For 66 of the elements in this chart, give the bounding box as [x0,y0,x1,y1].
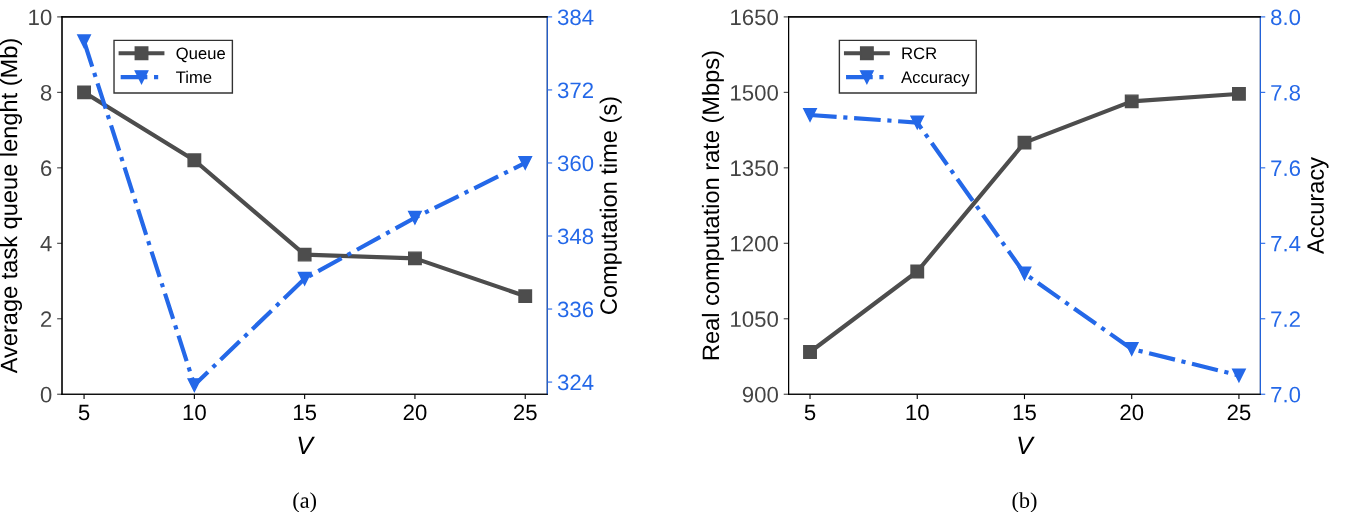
point [297,271,312,286]
point [187,153,202,168]
x-tick-label: 15 [293,404,317,421]
x-tick-label: 10 [183,404,206,421]
y2-tick-label: 7.0 [1271,386,1301,403]
point [1017,266,1032,281]
x-tick-label: 10 [906,404,929,421]
y2-tick-label: 7.2 [1271,311,1300,327]
y-tick-label: 2 [41,311,52,327]
point [1231,368,1246,383]
y-tick-label: 6 [41,160,52,177]
y-tick-label: 900 [742,386,778,403]
point [803,345,817,359]
y-tick-label: 0 [40,386,52,403]
legend-label: Queue [176,47,225,63]
x-tick-label: 25 [513,404,537,421]
point [407,251,422,266]
y-tick-label: 1050 [731,311,778,328]
y2-tick-label: 336 [557,301,594,318]
y-axis-title: Real computation rate (Mbps) [701,51,724,360]
y-tick-label: 8 [40,84,52,101]
y-tick-label: 1500 [731,84,778,101]
x-tick-label: 20 [403,404,427,421]
point [518,156,533,170]
y2-tick-label: 360 [557,155,594,172]
point [1017,135,1032,150]
x-axis-title: V [1018,436,1035,454]
y-tick-label: 1350 [731,160,778,177]
x-tick-label: 20 [1120,404,1144,421]
x-tick-label: 15 [1013,404,1036,421]
y2-tick-label: 7.8 [1271,84,1301,101]
point [187,378,202,393]
point [518,289,533,304]
point [297,247,312,262]
point [910,264,925,279]
y2-tick-label: 384 [557,9,594,26]
point [77,85,92,100]
y2-tick-label: 7.6 [1271,160,1301,177]
legend-label: Accuracy [901,71,970,87]
y2-tick-label: 8.0 [1271,9,1301,26]
x-tick-label: 5 [804,404,816,421]
y2-tick-label: 7.4 [1271,236,1301,252]
y-axis-title: Average task queue lenght (Mb) [0,39,23,374]
y-tick-label: 1650 [731,9,778,26]
y-tick-label: 1200 [731,235,778,252]
x-tick-label: 25 [1227,404,1251,421]
legend-label: Time [176,70,212,84]
y2-axis-title: Accuracy [1307,157,1329,255]
y-tick-label: 10 [29,9,52,26]
x-tick-label: 5 [78,404,90,421]
point [1124,94,1139,109]
text: (a) [293,492,316,512]
point [1124,342,1139,356]
y-tick-label: 4 [40,236,52,252]
y2-tick-label: 324 [557,374,594,391]
x-axis-title: V [298,436,315,454]
point [77,34,92,49]
y2-tick-label: 348 [557,228,594,245]
legend-label: RCR [902,47,937,60]
text: (b) [1012,492,1037,512]
y2-tick-label: 372 [557,82,593,99]
point [407,210,422,225]
point [803,108,817,122]
y2-axis-title: Computation time (s) [599,97,622,314]
point [1231,86,1246,101]
point [910,115,925,130]
